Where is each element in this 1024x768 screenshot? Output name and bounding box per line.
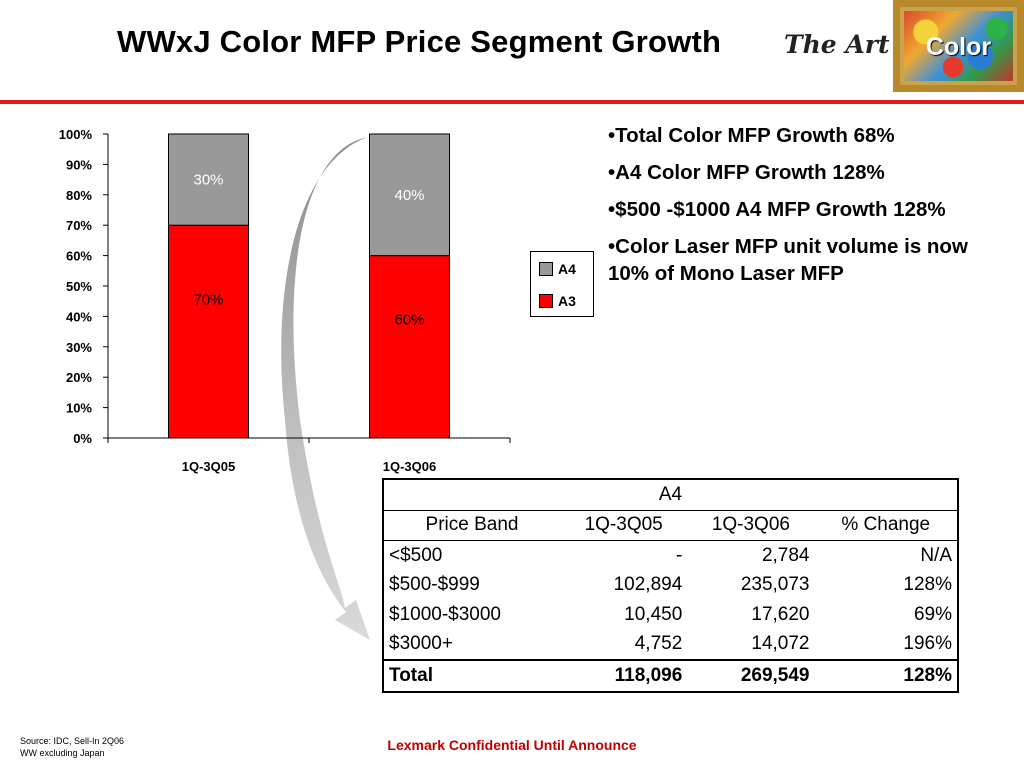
y-tick-label: 20% (66, 370, 92, 385)
table-cell: 69% (913, 603, 952, 625)
stacked-bar-chart: 0% 10% 20% 30% 40% 50% 60% 70% 80% 90% 100% 70% 30% 1… (59, 127, 511, 474)
table-cell: 10,450 (624, 603, 683, 625)
bullet-list: •Total Color MFP Growth 68% •A4 Color MF… (608, 122, 1013, 297)
y-tick-label: 100% (59, 127, 93, 142)
x-category-label: 1Q-3Q05 (182, 459, 235, 474)
table-title: A4 (384, 480, 957, 511)
page-title: WWxJ Color MFP Price Segment Growth (117, 24, 722, 59)
table-cell: 128% (814, 659, 957, 691)
table-cell: 128% (903, 574, 952, 596)
column-header: 1Q-3Q05 (560, 510, 688, 541)
table-row: $500-$999 102,894 235,073 128% (384, 571, 957, 601)
legend-entry-a3: A3 (539, 293, 576, 309)
table-cell: $3000+ (389, 633, 453, 655)
table-cell: 4,752 (634, 633, 683, 655)
table-cell: $1000-$3000 (389, 603, 501, 625)
legend-swatch-a4 (539, 262, 553, 276)
legend-label: A4 (558, 261, 576, 277)
x-category-label: 1Q-3Q06 (383, 459, 436, 474)
y-tick-label: 50% (66, 279, 92, 294)
bar-data-label: 70% (193, 292, 223, 309)
legend-entry-a4: A4 (539, 261, 576, 277)
confidential-notice: Lexmark Confidential Until Announce (387, 737, 637, 753)
logo-painting: Color (893, 0, 1024, 92)
y-tick-label: 70% (66, 218, 92, 233)
y-tick-label: 10% (66, 401, 92, 416)
table-row: $3000+ 4,752 14,072 196% (384, 630, 957, 661)
table-cell: 14,072 (751, 633, 810, 655)
table-cell: 269,549 (687, 659, 815, 691)
bar-segment-a3 (369, 255, 450, 439)
y-tick-label: 90% (66, 157, 92, 172)
bullet-item: •Total Color MFP Growth 68% (608, 124, 895, 147)
table-cell: 196% (903, 633, 952, 655)
source-line: WW excluding Japan (20, 748, 105, 758)
table-cell: $500-$999 (389, 574, 480, 596)
table-cell: 235,073 (740, 574, 810, 596)
painting-canvas (904, 11, 1013, 81)
bar-data-label: 30% (193, 172, 223, 189)
source-note: Source: IDC, Sell-In 2Q06 WW excluding J… (20, 735, 124, 759)
column-header: Price Band (384, 510, 561, 541)
bullet-item: •Color Laser MFP unit volume is now 10% … (608, 235, 968, 285)
table-row: <$500 - 2,784 N/A (384, 541, 957, 571)
source-line: Source: IDC, Sell-In 2Q06 (20, 736, 125, 746)
table-cell: N/A (920, 544, 952, 566)
y-tick-label: 60% (66, 249, 92, 264)
column-header: 1Q-3Q06 (687, 510, 815, 541)
table-cell: 2,784 (761, 544, 810, 566)
curved-arrow (281, 137, 370, 640)
header-divider (0, 100, 1024, 104)
y-tick-label: 0% (73, 431, 92, 446)
bullet-item: •$500 -$1000 A4 MFP Growth 128% (608, 198, 946, 221)
legend-label: A3 (558, 293, 576, 309)
column-header: % Change (814, 510, 957, 541)
table-total-row: Total 118,096 269,549 128% (384, 659, 957, 691)
table-cell: 102,894 (613, 574, 683, 596)
table-cell: - (675, 544, 683, 566)
a4-data-table: A4 Price Band 1Q-3Q05 1Q-3Q06 % Change <… (382, 478, 959, 693)
table-cell: Total (384, 659, 561, 691)
chart-legend: A4 A3 (530, 251, 594, 317)
table-cell: 118,096 (560, 659, 688, 691)
bar-data-label: 40% (394, 187, 424, 204)
table-cell: <$500 (389, 544, 443, 566)
bar-segment-a3 (168, 224, 249, 439)
bar-segment-a4 (369, 133, 450, 257)
y-tick-label: 80% (66, 188, 92, 203)
bar-data-label: 60% (394, 311, 424, 328)
bullet-item: •A4 Color MFP Growth 128% (608, 161, 885, 184)
table-cell: 17,620 (751, 603, 810, 625)
bar-segment-a4 (168, 133, 249, 226)
y-tick-label: 30% (66, 340, 92, 355)
y-tick-label: 40% (66, 309, 92, 324)
logo-word: Color (925, 33, 992, 61)
legend-swatch-a3 (539, 294, 553, 308)
table-row: $1000-$3000 10,450 17,620 69% (384, 600, 957, 630)
